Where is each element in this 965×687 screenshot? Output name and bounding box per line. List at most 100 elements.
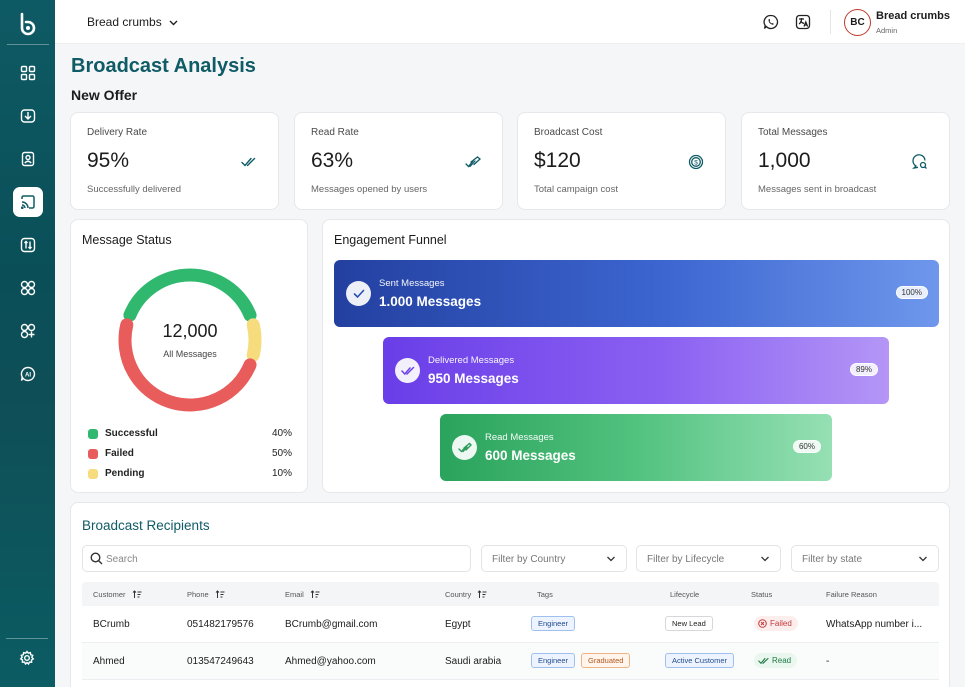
column-header-phone[interactable]: Phone <box>187 590 225 599</box>
section-title: Message Status <box>82 233 172 247</box>
read-check-icon <box>462 151 484 173</box>
sort-icon <box>310 590 320 598</box>
whatsapp-button[interactable] <box>761 12 781 32</box>
section-title: Broadcast Recipients <box>82 518 210 533</box>
check-icon <box>346 281 371 306</box>
sidebar-item-inbox[interactable] <box>13 101 43 131</box>
funnel-stage-percent: 89% <box>849 363 878 376</box>
chevron-down-icon <box>607 556 615 562</box>
brand-logo[interactable] <box>13 10 43 40</box>
breadcrumb-label: Bread crumbs <box>87 15 162 29</box>
sidebar-item-flows[interactable] <box>13 230 43 260</box>
filter-label: Filter by Country <box>492 554 566 565</box>
top-bar: Bread crumbs BC Bread crumbs Admin <box>55 0 965 44</box>
search-box <box>82 545 471 572</box>
search-input[interactable] <box>106 550 456 568</box>
stat-card-broadcast-cost: Broadcast Cost $120 Total campaign cost … <box>517 112 726 210</box>
tag-badge: Engineer <box>531 616 576 631</box>
cell-failure-reason: WhatsApp number i... <box>826 619 923 630</box>
stat-label: Read Rate <box>311 127 359 138</box>
sidebar-item-contacts[interactable] <box>13 144 43 174</box>
legend-item-failed: Failed 50% <box>88 447 292 461</box>
recipients-table: Customer Phone Email Country Tags Lifecy… <box>82 582 939 687</box>
user-name: Bread crumbs <box>876 10 950 22</box>
cell-customer: BCrumb <box>93 619 130 630</box>
sidebar-divider <box>6 44 49 45</box>
whatsapp-icon <box>763 14 779 30</box>
search-icon <box>90 552 103 565</box>
status-badge-read: Read <box>754 653 798 668</box>
message-search-icon <box>909 151 931 173</box>
funnel-stage-sent: Sent Messages 1.000 Messages 100% <box>334 260 939 327</box>
column-header-tags: Tags <box>537 590 553 599</box>
column-header-label: Phone <box>187 590 209 599</box>
column-header-status: Status <box>751 590 773 599</box>
donut-total-value: 12,000 <box>162 321 218 341</box>
table-row[interactable]: Ahmed 013547249643 Ahmed@yahoo.com Saudi… <box>82 643 939 680</box>
chevron-down-icon <box>169 20 178 25</box>
donut-segment-failed <box>118 318 257 412</box>
filter-state-dropdown[interactable]: Filter by state <box>791 545 939 572</box>
tag-badge: Engineer <box>531 653 576 668</box>
donut-segment-pending <box>246 318 262 362</box>
topbar-divider <box>830 10 831 34</box>
stat-card-read-rate: Read Rate 63% Messages opened by users <box>294 112 503 210</box>
filter-label: Filter by Lifecycle <box>647 554 725 565</box>
breadcrumb[interactable]: Bread crumbs <box>87 15 179 29</box>
sidebar-item-settings[interactable] <box>12 643 42 673</box>
cell-email: Ahmed@yahoo.com <box>285 656 376 667</box>
cell-phone: 051482179576 <box>187 619 254 630</box>
filter-country-dropdown[interactable]: Filter by Country <box>481 545 627 572</box>
user-role: Admin <box>876 26 898 35</box>
chevron-down-icon <box>761 556 769 562</box>
stat-value: 63% <box>311 149 354 172</box>
filter-label: Filter by state <box>802 554 863 565</box>
cell-phone: 013547249643 <box>187 656 254 667</box>
column-header-customer[interactable]: Customer <box>93 590 142 599</box>
cell-country: Egypt <box>445 619 471 630</box>
column-header-email[interactable]: Email <box>285 590 320 599</box>
status-badge-failed: Failed <box>754 616 798 631</box>
funnel-stage-value: 950 Messages <box>428 371 519 386</box>
sidebar-item-apps[interactable] <box>13 273 43 303</box>
contacts-icon <box>21 151 34 167</box>
stat-card-total-messages: Total Messages 1,000 Messages sent in br… <box>741 112 950 210</box>
engagement-funnel-card: Engagement Funnel Sent Messages 1.000 Me… <box>322 219 950 493</box>
dollar-coin-icon: $ <box>685 151 707 173</box>
sort-icon <box>477 590 487 598</box>
funnel-stage-value: 600 Messages <box>485 448 576 463</box>
legend-swatch <box>88 469 98 479</box>
lifecycle-badge: New Lead <box>665 616 713 631</box>
broadcast-name: New Offer <box>71 87 138 103</box>
stat-description: Total campaign cost <box>534 184 618 195</box>
translate-button[interactable] <box>793 12 813 32</box>
sidebar: AI <box>0 0 55 687</box>
section-title: Engagement Funnel <box>334 233 447 247</box>
stat-description: Messages sent in broadcast <box>758 184 877 195</box>
stat-label: Total Messages <box>758 127 828 138</box>
sidebar-item-dashboard[interactable] <box>13 58 43 88</box>
inbox-icon <box>20 109 35 123</box>
legend-swatch <box>88 429 98 439</box>
column-header-country[interactable]: Country <box>445 590 487 599</box>
sort-icon <box>132 590 142 598</box>
funnel-stage-percent: 60% <box>792 440 821 453</box>
sidebar-item-broadcast[interactable] <box>12 187 43 217</box>
sidebar-item-ai[interactable]: AI <box>13 359 43 389</box>
add-widget-icon <box>20 323 35 339</box>
tag-badge: Graduated <box>581 653 631 668</box>
cell-customer: Ahmed <box>93 656 125 667</box>
table-row[interactable]: BCrumb 051482179576 BCrumb@gmail.com Egy… <box>82 606 939 643</box>
status-label: Failed <box>770 618 792 628</box>
legend-name: Pending <box>105 468 145 479</box>
translate-icon <box>795 14 811 30</box>
sidebar-bottom-divider <box>6 638 48 639</box>
donut-total-label: All Messages <box>163 349 217 359</box>
stat-value: $120 <box>534 149 581 172</box>
sidebar-item-integrations[interactable] <box>13 316 43 346</box>
lifecycle-badge: Active Customer <box>665 653 735 668</box>
legend-percent: 40% <box>271 428 292 439</box>
avatar[interactable]: BC <box>844 9 871 36</box>
column-header-label: Country <box>445 590 472 599</box>
filter-lifecycle-dropdown[interactable]: Filter by Lifecycle <box>636 545 781 572</box>
